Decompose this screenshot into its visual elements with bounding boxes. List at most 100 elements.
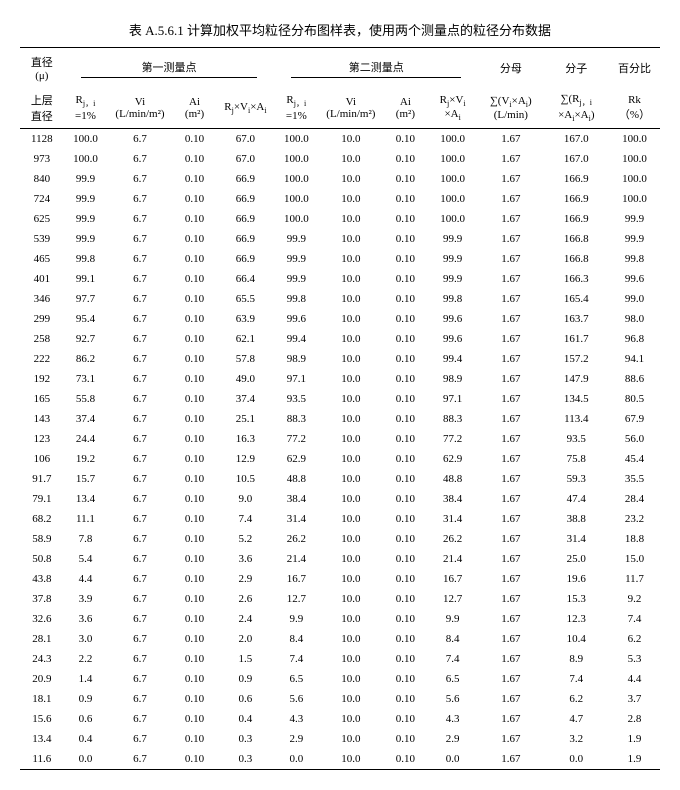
- table-row: 34697.76.70.1065.599.810.00.1099.81.6716…: [20, 289, 660, 309]
- table-row: 12324.46.70.1016.377.210.00.1077.21.6793…: [20, 429, 660, 449]
- table-cell: 6.5: [275, 669, 319, 689]
- table-cell: 3.9: [64, 589, 108, 609]
- table-cell: 0.10: [384, 229, 428, 249]
- table-cell: 0.10: [173, 529, 217, 549]
- table-cell: 13.4: [20, 729, 64, 749]
- table-cell: 50.8: [20, 549, 64, 569]
- table-cell: 6.7: [107, 449, 172, 469]
- table-body: 1128100.06.70.1067.0100.010.00.10100.01.…: [20, 129, 660, 770]
- table-row: 11.60.06.70.100.30.010.00.100.01.670.01.…: [20, 749, 660, 770]
- table-cell: 67.0: [216, 129, 274, 150]
- table-cell: 1.67: [478, 629, 543, 649]
- table-cell: 4.4: [609, 669, 660, 689]
- table-cell: 0.10: [173, 489, 217, 509]
- table-row: 72499.96.70.1066.9100.010.00.10100.01.67…: [20, 189, 660, 209]
- table-cell: 7.4: [544, 669, 609, 689]
- table-cell: 0.10: [384, 349, 428, 369]
- table-cell: 58.9: [20, 529, 64, 549]
- table-cell: 6.7: [107, 689, 172, 709]
- table-cell: 10.0: [318, 409, 383, 429]
- table-cell: 10.0: [318, 349, 383, 369]
- table-cell: 1.67: [478, 689, 543, 709]
- table-cell: 12.9: [216, 449, 274, 469]
- table-cell: 38.4: [275, 489, 319, 509]
- table-cell: 0.10: [173, 509, 217, 529]
- table-cell: 66.9: [216, 169, 274, 189]
- table-cell: 21.4: [275, 549, 319, 569]
- table-cell: 0.10: [173, 629, 217, 649]
- table-cell: 157.2: [544, 349, 609, 369]
- table-cell: 2.9: [275, 729, 319, 749]
- table-row: 25892.76.70.1062.199.410.00.1099.61.6716…: [20, 329, 660, 349]
- table-cell: 0.10: [384, 369, 428, 389]
- table-cell: 10.0: [318, 529, 383, 549]
- table-cell: 1.67: [478, 229, 543, 249]
- table-cell: 625: [20, 209, 64, 229]
- table-cell: 6.7: [107, 269, 172, 289]
- table-cell: 465: [20, 249, 64, 269]
- table-cell: 192: [20, 369, 64, 389]
- table-cell: 163.7: [544, 309, 609, 329]
- table-cell: 1.67: [478, 189, 543, 209]
- table-cell: 0.10: [173, 189, 217, 209]
- table-cell: 10.0: [318, 329, 383, 349]
- table-cell: 10.0: [318, 209, 383, 229]
- table-cell: 97.7: [64, 289, 108, 309]
- table-cell: 2.0: [216, 629, 274, 649]
- table-cell: 123: [20, 429, 64, 449]
- table-cell: 0.10: [173, 429, 217, 449]
- table-cell: 0.10: [384, 149, 428, 169]
- table-cell: 79.1: [20, 489, 64, 509]
- table-cell: 66.4: [216, 269, 274, 289]
- table-cell: 37.8: [20, 589, 64, 609]
- table-cell: 10.0: [318, 709, 383, 729]
- table-cell: 45.4: [609, 449, 660, 469]
- col-rva1: Rj×Vi×Ai: [216, 88, 274, 129]
- table-cell: 0.10: [173, 409, 217, 429]
- table-cell: 0.10: [384, 449, 428, 469]
- table-cell: 113.4: [544, 409, 609, 429]
- table-cell: 1.67: [478, 709, 543, 729]
- table-cell: 100.0: [275, 189, 319, 209]
- table-cell: 6.7: [107, 229, 172, 249]
- table-cell: 91.7: [20, 469, 64, 489]
- table-cell: 16.3: [216, 429, 274, 449]
- table-cell: 5.6: [275, 689, 319, 709]
- table-cell: 49.0: [216, 369, 274, 389]
- table-cell: 840: [20, 169, 64, 189]
- table-cell: 346: [20, 289, 64, 309]
- table-cell: 539: [20, 229, 64, 249]
- table-cell: 38.4: [427, 489, 478, 509]
- table-cell: 0.9: [64, 689, 108, 709]
- table-cell: 6.7: [107, 209, 172, 229]
- table-cell: 2.6: [216, 589, 274, 609]
- table-cell: 0.0: [427, 749, 478, 770]
- table-cell: 1.67: [478, 369, 543, 389]
- table-cell: 16.7: [427, 569, 478, 589]
- table-cell: 0.10: [173, 729, 217, 749]
- table-cell: 99.9: [64, 209, 108, 229]
- table-cell: 100.0: [275, 169, 319, 189]
- table-row: 84099.96.70.1066.9100.010.00.10100.01.67…: [20, 169, 660, 189]
- table-cell: 2.8: [609, 709, 660, 729]
- table-cell: 96.8: [609, 329, 660, 349]
- col-vi2: Vi (L/min/m²): [318, 88, 383, 129]
- table-row: 53999.96.70.1066.999.910.00.1099.91.6716…: [20, 229, 660, 249]
- table-cell: 6.7: [107, 629, 172, 649]
- table-cell: 6.7: [107, 189, 172, 209]
- table-cell: 10.0: [318, 749, 383, 770]
- table-cell: 6.7: [107, 589, 172, 609]
- table-cell: 10.0: [318, 689, 383, 709]
- table-cell: 18.1: [20, 689, 64, 709]
- table-cell: 0.10: [384, 569, 428, 589]
- table-cell: 6.7: [107, 169, 172, 189]
- table-cell: 1.67: [478, 309, 543, 329]
- table-cell: 0.10: [173, 129, 217, 150]
- table-cell: 0.10: [173, 649, 217, 669]
- table-cell: 10.4: [544, 629, 609, 649]
- table-cell: 0.10: [173, 449, 217, 469]
- table-cell: 5.4: [64, 549, 108, 569]
- table-cell: 100.0: [609, 149, 660, 169]
- table-cell: 0.0: [544, 749, 609, 770]
- table-cell: 0.4: [216, 709, 274, 729]
